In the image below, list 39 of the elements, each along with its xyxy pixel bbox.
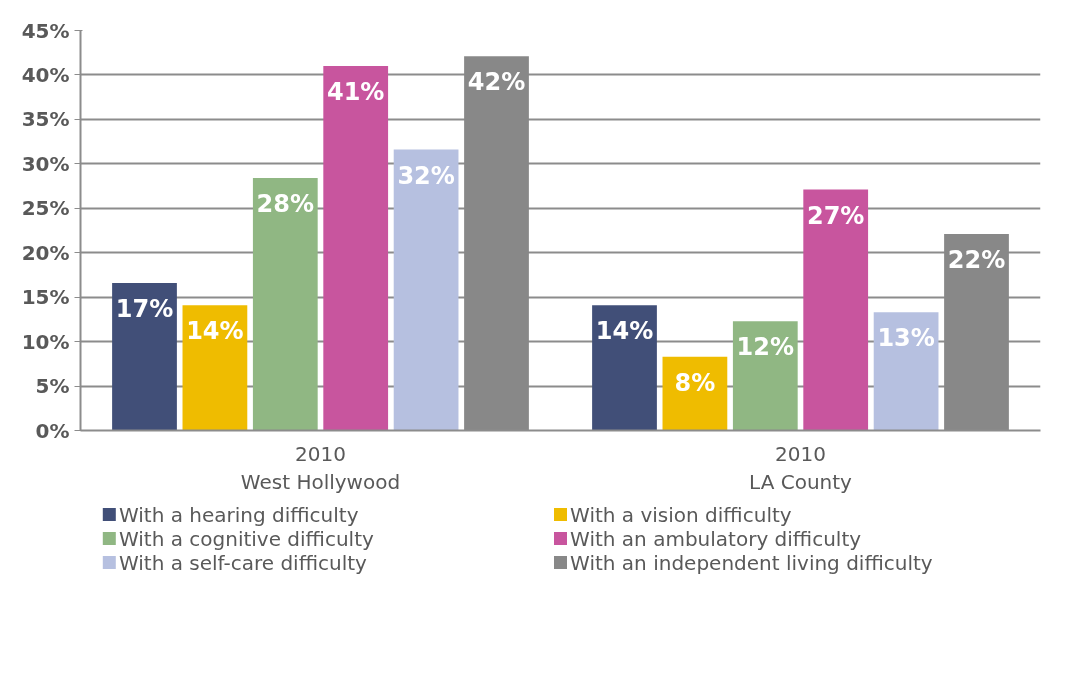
- data-label: 14%: [186, 317, 244, 346]
- y-tick-label: 15%: [21, 285, 70, 310]
- bar: [803, 189, 869, 431]
- legend-label: With an independent living difficulty: [570, 550, 933, 575]
- x-tick-label: 2010 West Hollywood: [240, 441, 401, 495]
- data-label: 22%: [947, 246, 1006, 275]
- bar: [252, 178, 318, 431]
- bar: [182, 305, 248, 431]
- data-label: 13%: [877, 324, 935, 353]
- data-label: 42%: [467, 68, 526, 97]
- legend-label: With a hearing difficulty: [118, 502, 359, 527]
- y-tick-label: 40%: [21, 62, 70, 87]
- y-tick-label: 0%: [35, 418, 70, 443]
- y-tick-label: 10%: [21, 329, 70, 354]
- bar: [393, 149, 459, 431]
- bar: [592, 305, 657, 431]
- data-label: 17%: [115, 294, 174, 323]
- data-label: 28%: [256, 190, 315, 219]
- legend-label: With a vision difficulty: [570, 502, 792, 527]
- data-label: 41%: [326, 78, 385, 107]
- y-tick-label: 35%: [21, 107, 70, 132]
- bar: [732, 321, 798, 431]
- bar: [873, 312, 939, 431]
- legend-label: With a self-care difficulty: [118, 550, 368, 575]
- data-label: 27%: [806, 201, 865, 230]
- y-tick-label: 25%: [21, 196, 70, 221]
- bar: [323, 66, 389, 431]
- y-tick-label: 45%: [21, 18, 70, 43]
- y-tick-label: 5%: [35, 374, 70, 399]
- legend-label: With an ambulatory difficulty: [570, 526, 862, 551]
- data-label: 12%: [736, 333, 795, 362]
- legend-label: With a cognitive difficulty: [118, 526, 374, 551]
- y-tick-label: 20%: [21, 240, 70, 265]
- y-tick-label: 30%: [21, 151, 70, 176]
- data-label: 8%: [674, 368, 716, 397]
- data-label: 14%: [595, 317, 654, 346]
- data-label: 32%: [397, 161, 455, 190]
- bar: [112, 282, 177, 431]
- x-tick-label: 2010 LA County: [749, 441, 853, 495]
